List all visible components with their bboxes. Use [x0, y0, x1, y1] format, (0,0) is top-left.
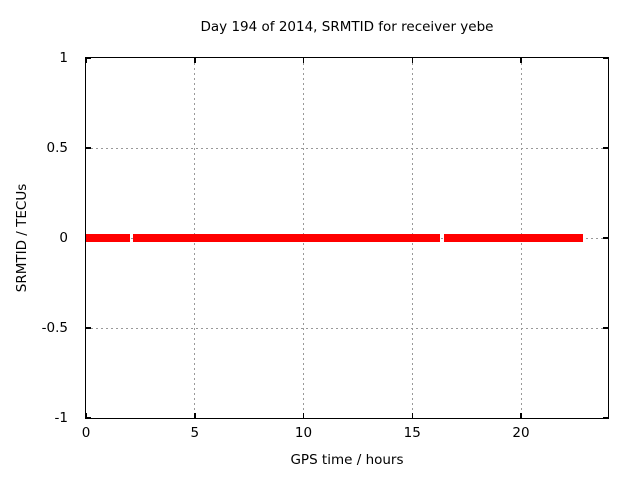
x-tick-label: 10 — [294, 425, 313, 441]
chart-title: Day 194 of 2014, SRMTID for receiver yeb… — [200, 19, 494, 35]
x-tick-mark-top — [85, 58, 87, 63]
y-tick-label: 0 — [59, 229, 68, 246]
data-series-segment — [86, 234, 130, 242]
y-tick-mark-left — [86, 417, 91, 419]
data-series-segment — [443, 234, 583, 242]
y-tick-mark-right — [603, 327, 608, 329]
x-tick-label: 5 — [190, 425, 200, 441]
y-tick-mark-left — [86, 147, 91, 149]
y-gridline — [86, 327, 608, 329]
plot-area: 0 5 10 15 20 -1 -0.5 0 0.5 1 — [42, 50, 609, 441]
x-tick-label: 0 — [81, 425, 91, 441]
y-gridline — [86, 147, 608, 149]
x-tick-mark-top — [411, 58, 413, 63]
x-tick-mark-top — [194, 58, 196, 63]
y-tick-label: 1 — [59, 49, 68, 66]
y-tick-mark-left — [86, 57, 91, 59]
data-series-segment — [133, 234, 440, 242]
y-tick-mark-right — [603, 57, 608, 59]
x-tick-mark-bottom — [85, 413, 87, 418]
x-tick-label: 15 — [403, 425, 421, 441]
y-tick-mark-right — [603, 237, 608, 239]
x-tick-label: 20 — [512, 425, 530, 441]
y-tick-label: -1 — [54, 409, 68, 426]
x-tick-mark-bottom — [302, 413, 305, 418]
y-tick-mark-right — [603, 417, 608, 419]
y-tick-mark-right — [603, 147, 608, 149]
y-tick-label: 0.5 — [46, 139, 68, 156]
x-tick-mark-top — [520, 58, 522, 63]
x-tick-mark-bottom — [520, 413, 522, 418]
y-tick-label: -0.5 — [41, 319, 68, 336]
x-tick-mark-top — [302, 58, 305, 63]
x-tick-mark-bottom — [411, 413, 413, 418]
y-tick-mark-left — [86, 327, 91, 329]
x-tick-mark-bottom — [194, 413, 196, 418]
x-axis-label: GPS time / hours — [290, 452, 404, 468]
